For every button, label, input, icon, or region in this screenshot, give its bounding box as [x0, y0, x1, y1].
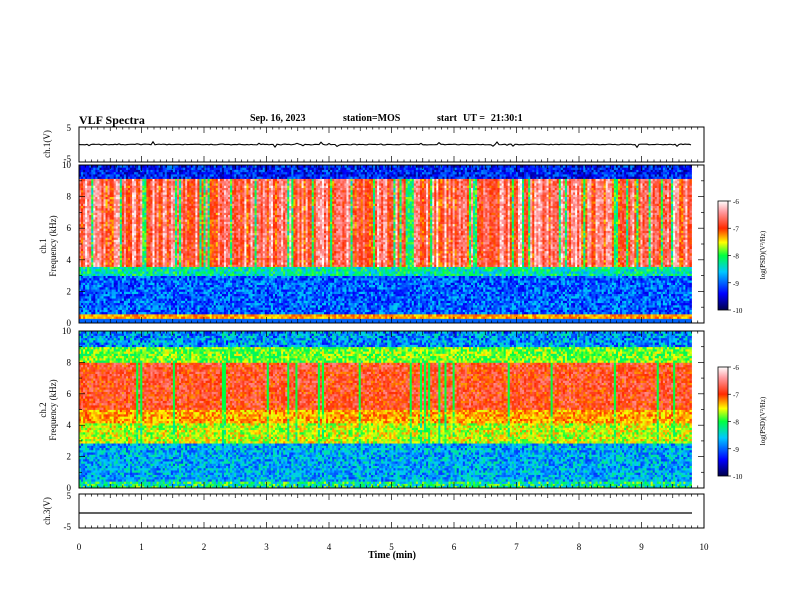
ch1-waveform-panel: 5 -5 ch.1(V) — [42, 123, 704, 164]
vlf-figure: 5 -5 ch.1(V) 0246810 ch.1 Frequency (kHz… — [0, 0, 792, 612]
ch1-ytick-top: 5 — [67, 123, 72, 133]
ch1-spectrogram-heatmap — [79, 165, 692, 323]
ch1-waveform-ylabel: ch.1(V) — [42, 130, 52, 158]
